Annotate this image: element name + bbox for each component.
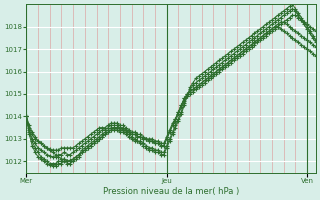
X-axis label: Pression niveau de la mer( hPa ): Pression niveau de la mer( hPa ) xyxy=(103,187,239,196)
